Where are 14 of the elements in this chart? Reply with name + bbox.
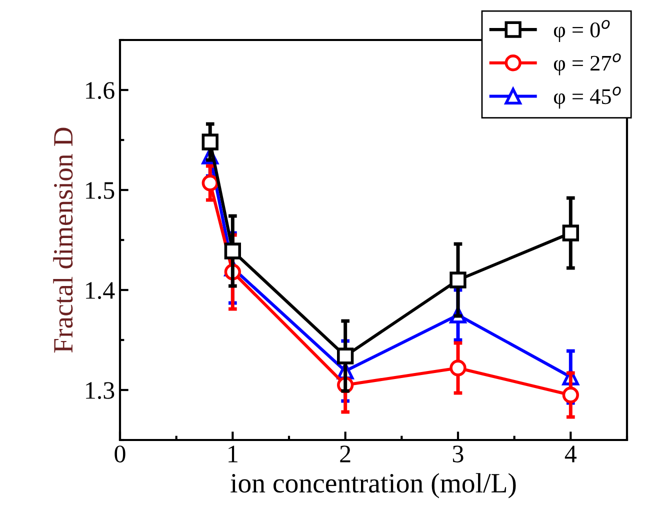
y-tick-label: 1.6 [86,82,114,100]
x-tick-label: 4 [564,446,577,462]
legend-label: φ = 27$^{o}$ [554,53,621,76]
x-tick-label: 1 [228,446,238,462]
legend-label: φ = 45$^{o}$ [554,86,621,109]
x-tick-label: 2 [340,446,350,462]
y-axis-title: Fractal dimension D [53,128,73,353]
y-tick-label: 1.4 [86,282,115,300]
x-axis-title: ion concentration (mol/L) [230,473,516,498]
x-tick-label: 0 [114,446,126,462]
x-tick-label: 3 [452,446,464,462]
legend-label: φ = 0$^{o}$ [554,20,610,42]
y-tick-label: 1.5 [86,182,114,200]
y-tick-label: 1.3 [86,382,114,400]
